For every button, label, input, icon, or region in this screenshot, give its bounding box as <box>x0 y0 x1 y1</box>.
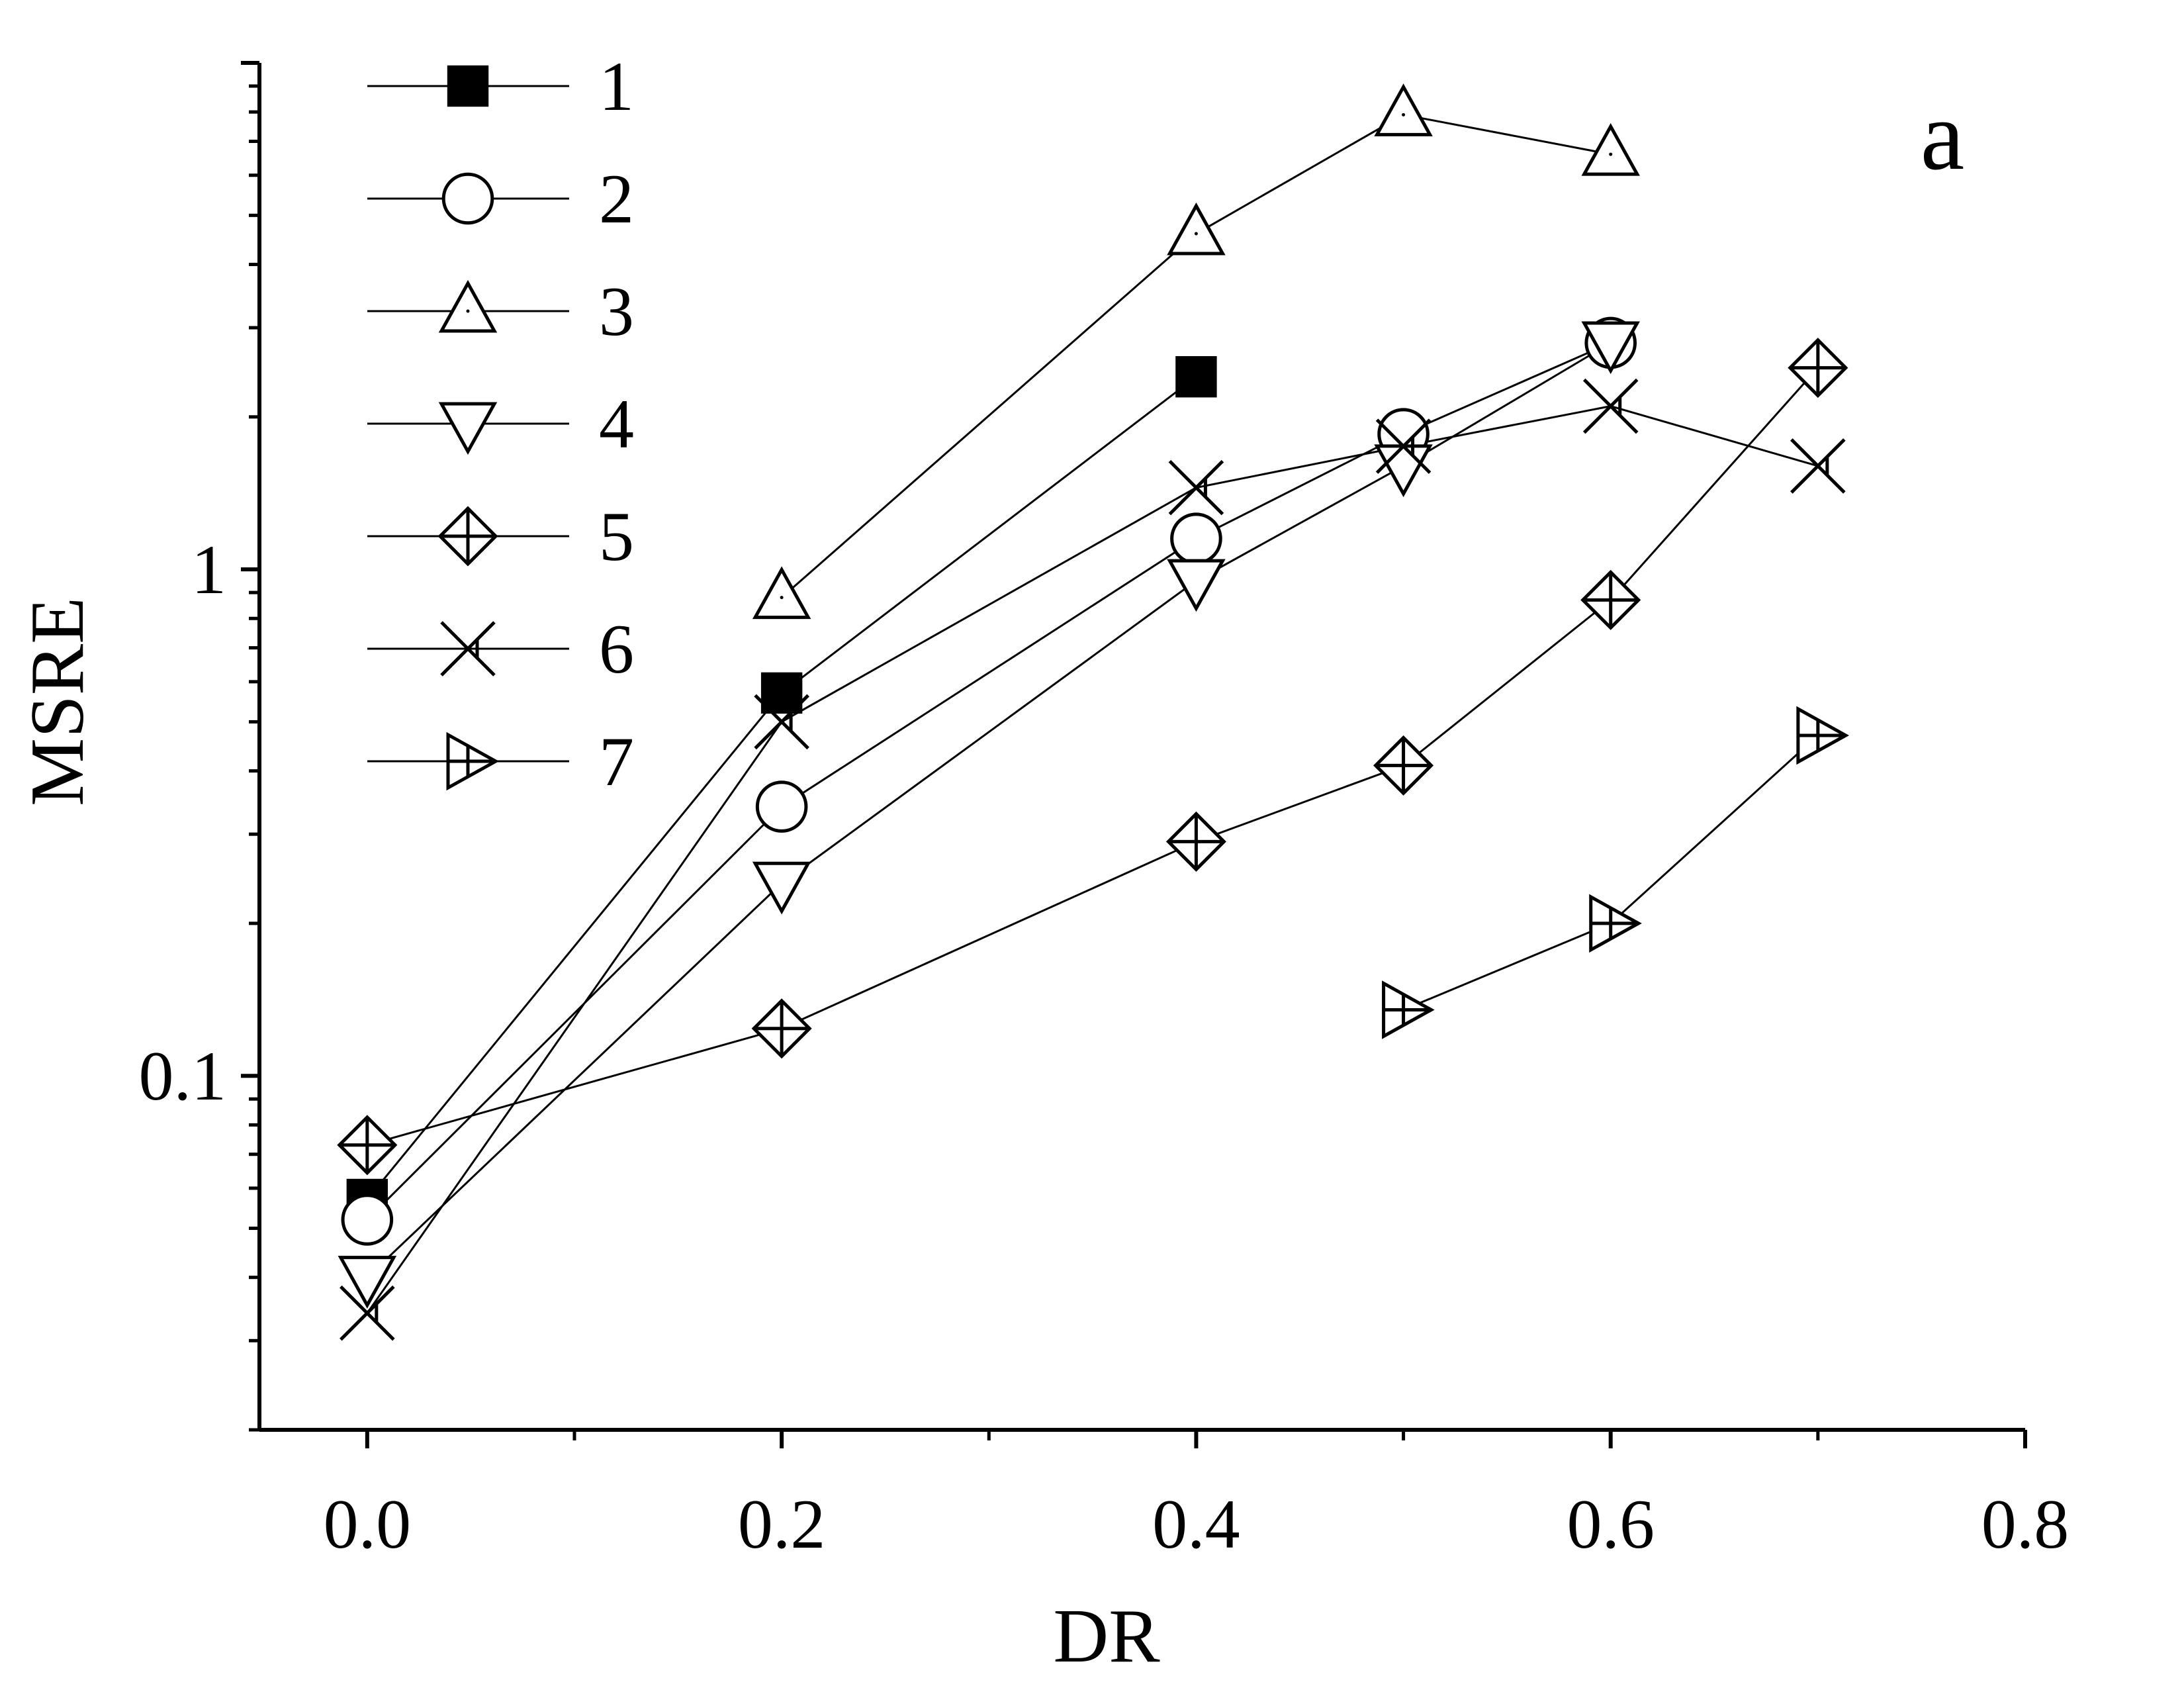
legend-item: 1 <box>367 48 634 125</box>
y-axis-title: MSRE <box>15 597 100 806</box>
legend-marker <box>438 402 498 455</box>
series-5-line <box>367 367 1819 1147</box>
x-tick-label: 0.8 <box>1981 1485 2070 1563</box>
x-axis-title: DR <box>1053 1594 1160 1679</box>
legend-label: 7 <box>599 723 634 800</box>
series-4-point <box>752 861 811 915</box>
series-5-point <box>1580 569 1641 630</box>
series-5-point <box>1373 735 1434 796</box>
series-6-line <box>366 405 1819 1314</box>
series-2-line <box>366 342 1612 1221</box>
legend-item: 7 <box>367 723 634 800</box>
legend-label: 5 <box>599 498 634 575</box>
series-lines <box>366 113 1819 1314</box>
legend-marker <box>438 279 498 333</box>
series-3-point <box>1374 83 1433 136</box>
legend-label: 6 <box>599 610 634 688</box>
legend-label: 2 <box>599 160 634 238</box>
series-1-point <box>1175 356 1217 398</box>
series-3-point <box>1167 202 1226 256</box>
legend-label: 1 <box>599 48 634 125</box>
y-ticks: 0.11 <box>139 61 259 1432</box>
series-2-point <box>341 1194 394 1246</box>
x-tick-label: 0.2 <box>738 1485 826 1563</box>
series-6-point <box>1582 378 1639 434</box>
series-5-point <box>1788 338 1848 399</box>
legend-marker <box>437 506 498 567</box>
x-tick-label: 0.0 <box>324 1485 412 1563</box>
legend-label: 4 <box>599 385 634 463</box>
legend-item: 3 <box>367 273 634 350</box>
series-3-line <box>781 113 1611 598</box>
series-6-point <box>754 694 809 750</box>
series-7-point <box>1382 980 1435 1039</box>
series-5-point <box>1165 811 1226 872</box>
legend-marker <box>446 731 500 791</box>
series-4-line <box>366 342 1612 1278</box>
legend-item: 6 <box>367 610 634 688</box>
legend-marker <box>440 621 496 677</box>
series-6-point <box>1375 418 1432 474</box>
series-4-point <box>1581 321 1640 375</box>
series-4-point <box>1374 444 1433 498</box>
x-tick-label: 0.6 <box>1567 1485 1655 1563</box>
legend-label: 3 <box>599 273 634 350</box>
legend-marker <box>447 65 489 107</box>
axes <box>257 63 2025 1432</box>
legend-item: 2 <box>367 160 634 238</box>
series-markers <box>337 83 1850 1341</box>
series-7-line <box>1402 734 1819 1011</box>
x-tick-label: 0.4 <box>1152 1485 1240 1563</box>
series-6-point <box>1790 438 1846 494</box>
series-3-point <box>1581 122 1640 176</box>
legend-item: 5 <box>367 498 634 575</box>
y-tick-label: 0.1 <box>139 1037 227 1115</box>
panel-label: a <box>1921 81 1965 191</box>
series-2-point <box>1170 512 1222 565</box>
series-3-point <box>752 566 811 620</box>
series-6-point <box>340 1285 395 1341</box>
series-2-point <box>755 780 808 833</box>
series-4-point <box>338 1256 397 1309</box>
series-7-point <box>1589 894 1642 953</box>
series-5-point <box>751 998 812 1059</box>
series-4-point <box>1167 559 1226 612</box>
y-tick-label: 1 <box>191 531 226 608</box>
x-ticks: 0.0 0.2 0.4 0.6 0.8 <box>324 1430 2070 1563</box>
series-5-point <box>337 1115 398 1176</box>
series-7-point <box>1796 706 1850 765</box>
legend: 1 2 3 4 5 6 7 <box>367 48 634 800</box>
legend-marker <box>441 172 494 225</box>
legend-item: 4 <box>367 385 634 463</box>
series-6-point <box>1168 459 1224 516</box>
